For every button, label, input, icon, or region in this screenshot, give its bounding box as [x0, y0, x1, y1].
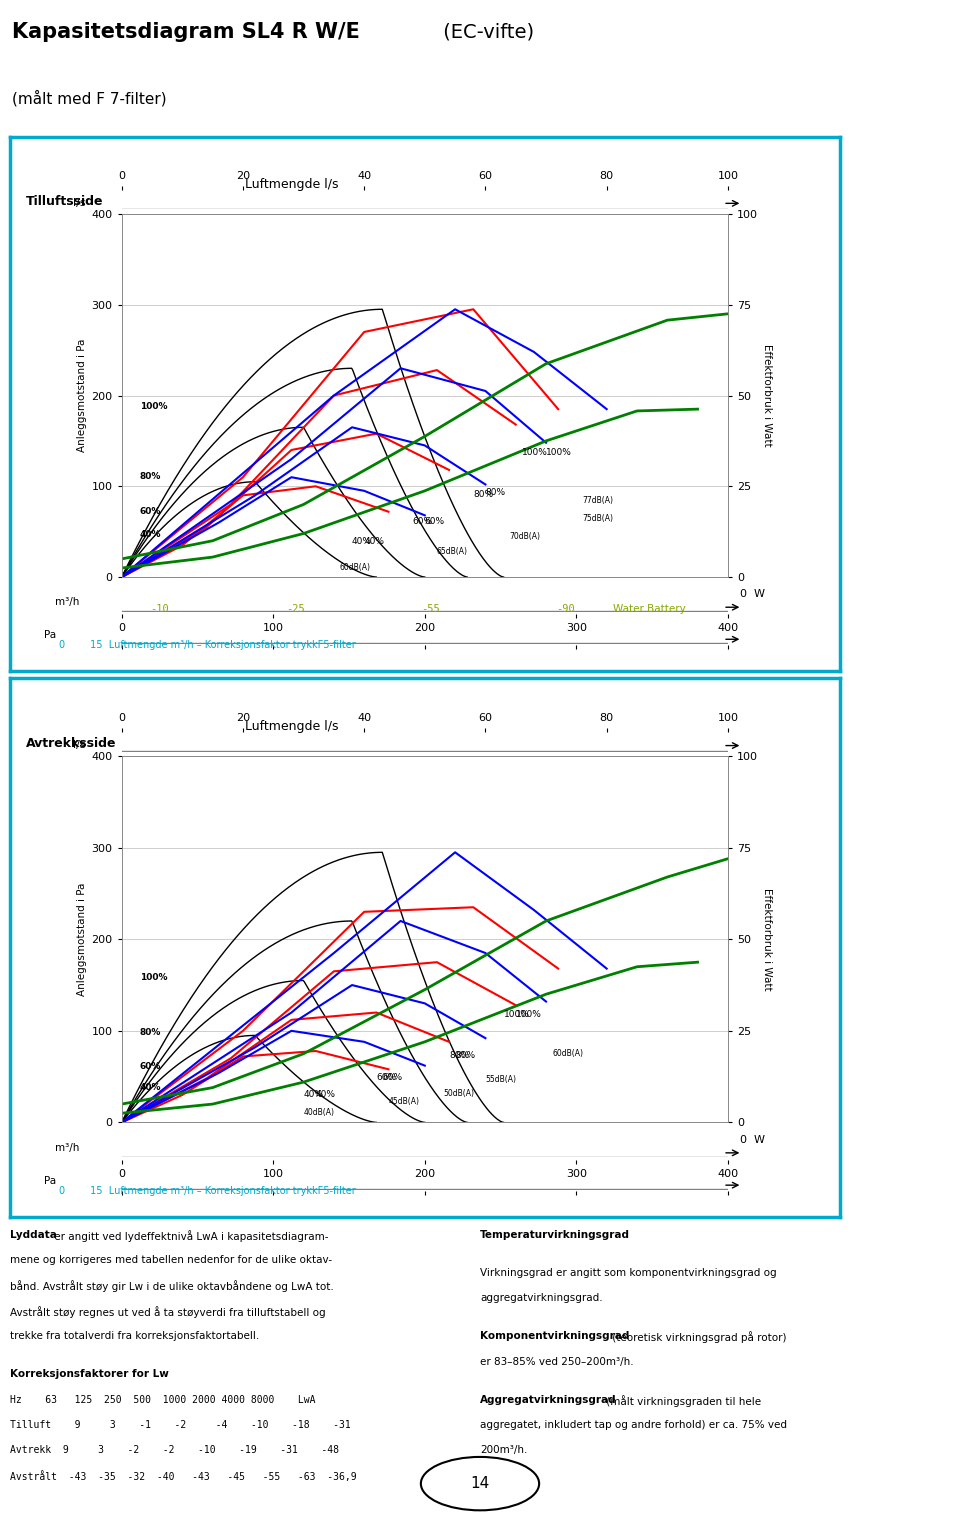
- Text: 80%: 80%: [473, 490, 493, 499]
- Text: 80%: 80%: [486, 488, 506, 498]
- Text: 40%: 40%: [316, 1089, 336, 1098]
- Text: 60%: 60%: [140, 507, 161, 516]
- Text: Lyddata: Lyddata: [10, 1230, 57, 1239]
- Text: 80%: 80%: [140, 472, 161, 481]
- Text: (EC-vifte): (EC-vifte): [437, 23, 534, 41]
- Text: 100%: 100%: [522, 448, 547, 457]
- Text: 60dB(A): 60dB(A): [340, 563, 371, 572]
- Text: 60%: 60%: [140, 1062, 161, 1071]
- Text: m³/h: m³/h: [55, 598, 80, 607]
- Text: 60%: 60%: [413, 517, 433, 526]
- Y-axis label: Anleggsmotstand i Pa: Anleggsmotstand i Pa: [78, 883, 87, 997]
- Text: 45dB(A): 45dB(A): [389, 1097, 420, 1106]
- Y-axis label: Effektforbruk i Watt: Effektforbruk i Watt: [762, 887, 772, 991]
- Text: 40%: 40%: [140, 1083, 161, 1092]
- Text: 75dB(A): 75dB(A): [583, 514, 613, 523]
- Text: 60%: 60%: [376, 1073, 396, 1082]
- Text: -25: -25: [286, 604, 304, 614]
- Text: 60dB(A): 60dB(A): [552, 1050, 583, 1059]
- Text: 200m³/h.: 200m³/h.: [480, 1446, 527, 1455]
- Text: Avstrålt støy regnes ut ved å ta støyverdi fra tilluftstabell og: Avstrålt støy regnes ut ved å ta støyver…: [10, 1306, 325, 1318]
- Text: Virkningsgrad er angitt som komponentvirkningsgrad og: Virkningsgrad er angitt som komponentvir…: [480, 1268, 777, 1277]
- Text: 40%: 40%: [140, 529, 161, 539]
- Text: -10: -10: [151, 604, 169, 614]
- Text: Luftmengde l/s: Luftmengde l/s: [245, 719, 338, 733]
- Text: 65dB(A): 65dB(A): [437, 548, 468, 557]
- Text: 100%: 100%: [546, 448, 572, 457]
- Text: 80%: 80%: [140, 1029, 161, 1038]
- Text: -55: -55: [421, 604, 440, 614]
- Text: 80%: 80%: [449, 1051, 469, 1060]
- Text: 100%: 100%: [140, 974, 167, 983]
- Text: Avstrålt  -43  -35  -32  -40   -43   -45   -55   -63  -36,9: Avstrålt -43 -35 -32 -40 -43 -45 -55 -63…: [10, 1471, 356, 1482]
- Text: 0        15  Luftmengde m³/h – Korreksjonsfaktor trykkF5-filter: 0 15 Luftmengde m³/h – Korreksjonsfaktor…: [60, 640, 356, 651]
- Text: 77dB(A): 77dB(A): [583, 496, 613, 505]
- Text: -90: -90: [557, 604, 575, 614]
- Text: 40%: 40%: [352, 537, 372, 546]
- Text: Aggregatvirkningsgrad: Aggregatvirkningsgrad: [480, 1394, 616, 1405]
- Text: 14: 14: [470, 1476, 490, 1491]
- Text: Hz    63   125  250  500  1000 2000 4000 8000    LwA: Hz 63 125 250 500 1000 2000 4000 8000 Lw…: [10, 1394, 315, 1405]
- Text: 55dB(A): 55dB(A): [486, 1076, 516, 1085]
- Text: Tilluftsside: Tilluftsside: [26, 194, 104, 208]
- Text: 50dB(A): 50dB(A): [443, 1089, 474, 1098]
- Text: (målt virkningsgraden til hele: (målt virkningsgraden til hele: [604, 1394, 761, 1406]
- Text: Avtrekk  9     3    -2    -2    -10    -19    -31    -48: Avtrekk 9 3 -2 -2 -10 -19 -31 -48: [10, 1446, 339, 1455]
- Text: 80%: 80%: [455, 1051, 475, 1060]
- Text: er angitt ved lydeffektnivå LwA i kapasitetsdiagram-: er angitt ved lydeffektnivå LwA i kapasi…: [51, 1230, 328, 1242]
- Text: Pa: Pa: [44, 1176, 56, 1186]
- Text: Komponentvirkningsgrad: Komponentvirkningsgrad: [480, 1332, 630, 1341]
- Text: 60%: 60%: [382, 1073, 402, 1082]
- Text: aggregatet, inkludert tap og andre forhold) er ca. 75% ved: aggregatet, inkludert tap og andre forho…: [480, 1420, 787, 1431]
- Text: 100%: 100%: [140, 402, 167, 411]
- Text: Luftmengde l/s: Luftmengde l/s: [245, 177, 338, 191]
- Text: 0        15  Luftmengde m³/h – Korreksjonsfaktor trykkF5-filter: 0 15 Luftmengde m³/h – Korreksjonsfaktor…: [60, 1186, 356, 1197]
- Text: Korreksjonsfaktorer for Lw: Korreksjonsfaktorer for Lw: [10, 1370, 168, 1379]
- Y-axis label: Anleggsmotstand i Pa: Anleggsmotstand i Pa: [78, 338, 87, 452]
- Text: 0  W: 0 W: [740, 1135, 765, 1144]
- Text: Water Battery: Water Battery: [613, 604, 686, 614]
- Text: 100%: 100%: [504, 1010, 530, 1019]
- Text: mene og korrigeres med tabellen nedenfor for de ulike oktav-: mene og korrigeres med tabellen nedenfor…: [10, 1255, 332, 1265]
- Text: 40%: 40%: [364, 537, 384, 546]
- Circle shape: [420, 1456, 540, 1511]
- Text: Tilluft    9     3    -1    -2     -4    -10    -18    -31: Tilluft 9 3 -1 -2 -4 -10 -18 -31: [10, 1420, 350, 1431]
- Y-axis label: Effektforbruk i Watt: Effektforbruk i Watt: [762, 344, 772, 448]
- Text: Temperaturvirkningsgrad: Temperaturvirkningsgrad: [480, 1230, 630, 1239]
- Text: 70dB(A): 70dB(A): [510, 532, 540, 542]
- Text: m³/h: m³/h: [55, 1142, 80, 1153]
- Text: l/s: l/s: [73, 740, 85, 749]
- Text: trekke fra totalverdi fra korreksjonsfaktortabell.: trekke fra totalverdi fra korreksjonsfak…: [10, 1332, 259, 1341]
- Text: (teoretisk virkningsgrad på rotor): (teoretisk virkningsgrad på rotor): [610, 1332, 787, 1343]
- Text: 0  W: 0 W: [740, 589, 765, 599]
- Text: bånd. Avstrålt støy gir Lw i de ulike oktavbåndene og LwA tot.: bånd. Avstrålt støy gir Lw i de ulike ok…: [10, 1280, 333, 1292]
- Text: Pa: Pa: [44, 630, 56, 640]
- Text: 60%: 60%: [425, 517, 444, 526]
- Text: aggregatvirkningsgrad.: aggregatvirkningsgrad.: [480, 1292, 603, 1303]
- Text: 100%: 100%: [516, 1010, 541, 1019]
- Text: Avtrekksside: Avtrekksside: [26, 737, 116, 749]
- Text: Kapasitetsdiagram SL4 R W/E: Kapasitetsdiagram SL4 R W/E: [12, 23, 359, 42]
- Text: l/s: l/s: [73, 197, 85, 208]
- Text: (målt med F 7-filter): (målt med F 7-filter): [12, 90, 166, 106]
- Text: er 83–85% ved 250–200m³/h.: er 83–85% ved 250–200m³/h.: [480, 1356, 634, 1367]
- Text: 40dB(A): 40dB(A): [303, 1107, 335, 1117]
- Text: 40%: 40%: [303, 1089, 324, 1098]
